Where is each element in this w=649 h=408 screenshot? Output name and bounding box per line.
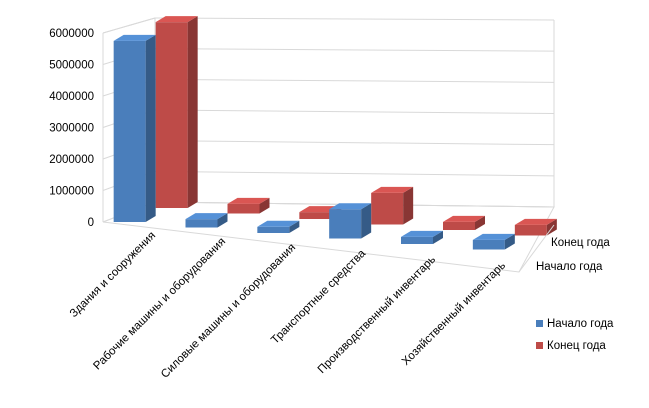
bar-front (155, 22, 188, 209)
legend-label: Начало года (547, 318, 614, 330)
bar-side (289, 220, 300, 233)
depth-label-end: Конец года (551, 237, 610, 249)
bar-top (371, 186, 414, 193)
bars (113, 16, 557, 250)
legend-label: Конец года (547, 340, 606, 352)
gridline (154, 48, 555, 52)
gridline (154, 17, 555, 21)
legend-swatch (536, 320, 543, 327)
legend: Начало года Конец года (536, 318, 614, 352)
bar-top (155, 16, 198, 23)
gridline (154, 78, 555, 83)
x-tick-label: Здания и сооружения (68, 230, 158, 320)
bar-top (443, 215, 485, 222)
bar-front (227, 203, 260, 214)
bar (371, 186, 414, 225)
y-tick-label: 6000000 (49, 28, 94, 40)
bar-side (403, 186, 414, 225)
legend-swatch (536, 342, 543, 349)
gridline (154, 140, 555, 146)
bar (257, 220, 300, 233)
y-tick-label: 0 (88, 217, 94, 229)
bar-front (371, 192, 404, 225)
bar-front (401, 236, 433, 244)
bar-side (217, 213, 228, 228)
y-tick-label: 3000000 (49, 123, 94, 135)
bar-side (433, 230, 443, 244)
bar-front (185, 219, 218, 228)
bar-top (185, 213, 228, 220)
y-tick-label: 5000000 (49, 60, 94, 72)
bar-front (113, 40, 146, 222)
bar-front (472, 239, 505, 250)
gridline-side (102, 17, 156, 34)
bar (227, 197, 270, 214)
bar (472, 233, 515, 250)
y-tick-label: 1000000 (49, 186, 94, 198)
bar-front (299, 212, 332, 219)
gridline (154, 109, 555, 114)
bar-front (329, 209, 362, 239)
bar (401, 230, 443, 244)
bar-top (401, 230, 443, 237)
bar-side (259, 197, 270, 214)
bar-front (443, 221, 475, 230)
bar (155, 16, 198, 209)
bar-side (361, 203, 372, 239)
depth-axis-line (518, 224, 555, 273)
depth-axis-labels: Конец года Начало года (518, 224, 610, 273)
bar-top (514, 218, 557, 225)
bar-side (504, 233, 515, 250)
bar-top (472, 233, 515, 240)
bar-top (257, 220, 300, 227)
bar-front (257, 226, 290, 233)
bar-top (329, 203, 372, 210)
bar-top (113, 34, 156, 41)
bar-side (187, 16, 198, 209)
bar (514, 218, 557, 236)
y-axis-ticks: 0 1000000 2000000 3000000 4000000 5000000 6000… (49, 28, 94, 229)
y-tick-label: 4000000 (49, 91, 94, 103)
gridline (154, 170, 555, 177)
bar-side (475, 215, 485, 230)
bar (443, 215, 485, 230)
bar (113, 34, 156, 222)
bar (185, 213, 228, 228)
x-tick-label: Рабочие машины и оборудования (91, 236, 228, 373)
bar-top (227, 197, 270, 204)
x-tick-label: Силовые машины и оборудования (159, 242, 298, 381)
bar (329, 203, 372, 239)
depth-label-start: Начало года (536, 261, 603, 273)
bar-front (514, 224, 547, 236)
bar-side (145, 34, 156, 222)
y-tick-label: 2000000 (49, 154, 94, 166)
